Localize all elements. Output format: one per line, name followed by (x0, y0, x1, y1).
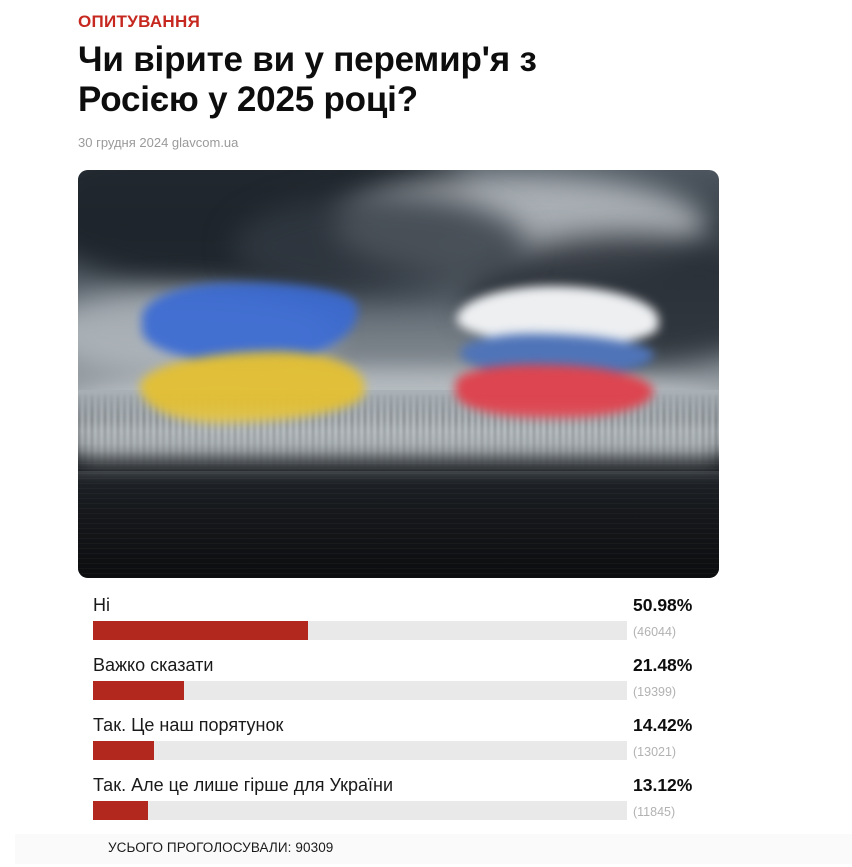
poll-option-label: Важко сказати (93, 654, 214, 675)
poll-hero-image (78, 169, 719, 578)
poll-option-row: Важко сказати 21.48% (19399) (93, 654, 852, 700)
poll-results: Ні 50.98% (46044) Важко сказати 21.48% (… (15, 594, 852, 864)
total-votes-label: УСЬОГО ПРОГОЛОСУВАЛИ: 90309 (108, 839, 334, 855)
poll-bar-track (93, 800, 627, 820)
poll-bar-fill (93, 740, 154, 760)
rain-streaks-graphic (78, 463, 719, 578)
ukraine-flag-yellow-stripe (138, 347, 366, 427)
poll-bar-track (93, 680, 627, 700)
article-date: 30 грудня 2024 glavcom.ua (78, 134, 239, 150)
poll-option-row: Так. Це наш порятунок 14.42% (13021) (93, 714, 852, 760)
russia-flag-red-stripe (455, 363, 654, 421)
poll-bar-fill (93, 620, 309, 640)
poll-option-label: Ні (93, 594, 110, 615)
total-votes-bar: УСЬОГО ПРОГОЛОСУВАЛИ: 90309 (15, 833, 852, 864)
poll-option-percent: 21.48% (633, 654, 693, 675)
dark-ground-graphic (78, 451, 719, 578)
poll-bar-track (93, 740, 627, 760)
poll-option-votes: (19399) (633, 684, 677, 699)
poll-option-percent: 13.12% (633, 774, 693, 795)
poll-option-label: Так. Але це лише гірше для України (93, 774, 394, 795)
poll-option-row: Так. Але це лише гірше для України 13.12… (93, 774, 852, 820)
poll-option-percent: 14.42% (633, 714, 693, 735)
category-link[interactable]: ОПИТУВАННЯ (78, 12, 201, 31)
poll-option-votes: (13021) (633, 744, 677, 759)
storm-cloud-graphic (231, 193, 527, 301)
title-line-1: Чи вірите ви у перемир'я з (78, 40, 537, 79)
poll-option-percent: 50.98% (633, 594, 693, 615)
ukraine-flag-graphic (136, 277, 366, 429)
poll-option-row: Ні 50.98% (46044) (93, 594, 852, 640)
poll-option-votes: (11845) (633, 804, 676, 819)
poll-option-label: Так. Це наш порятунок (93, 714, 284, 735)
russia-flag-graphic (455, 284, 660, 422)
poll-bar-fill (93, 800, 149, 820)
title-line-2: Росією у 2025 році? (78, 80, 418, 120)
poll-option-votes: (46044) (633, 624, 677, 639)
poll-question-title: Чи вірите ви у перемир'я з Росією у 2025… (78, 40, 852, 121)
poll-bar-fill (93, 680, 184, 700)
poll-bar-track (93, 620, 627, 640)
